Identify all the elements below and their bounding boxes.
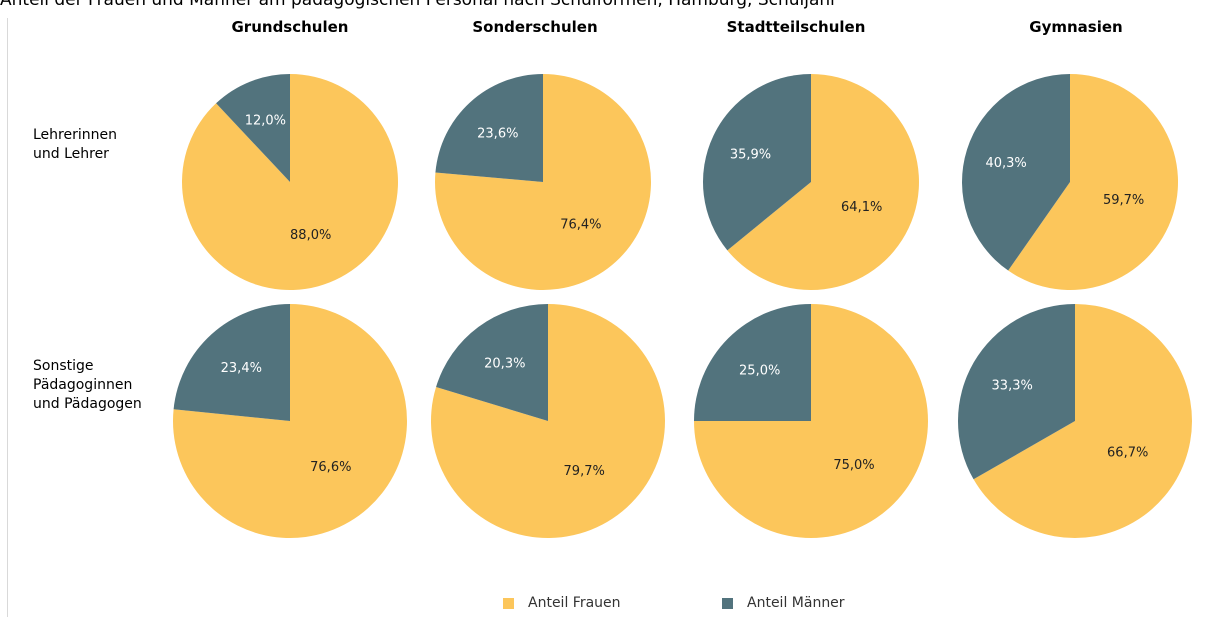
data-label-maenner: 35,9% [730,147,771,162]
column-header-gymnasien: Gymnasien [1029,18,1123,36]
pie-slice-maenner [173,304,290,421]
data-label-maenner: 20,3% [484,357,525,372]
legend-swatch-frauen [503,597,514,609]
pie-chart: 76,4% 23,6% [435,74,652,291]
pie-slice-maenner [436,304,548,421]
legend-label-maenner: Anteil Männer [747,595,845,611]
pie-slice-maenner [957,304,1075,480]
data-label-frauen: 76,6% [310,460,351,475]
data-label-frauen: 75,0% [833,458,874,473]
data-label-maenner: 23,6% [477,127,518,142]
data-label-frauen: 88,0% [290,228,331,243]
row-label-sonstige: Sonstige Pädagoginnen und Pädagogen [33,357,183,414]
row-label-line: und Pädagogen [33,396,142,412]
pie-slice-frauen [1008,74,1179,291]
row-label-line: Lehrerinnen [33,127,117,143]
pie-slice-maenner [962,74,1070,271]
pie-chart: 76,6% 23,4% [172,304,407,538]
pie-slice-frauen [172,304,407,538]
pie-slice-frauen [435,74,652,291]
pie-chart: 79,7% 20,3% [430,304,665,538]
pie-slice-frauen [430,304,665,538]
data-label-frauen: 59,7% [1103,193,1144,208]
legend-item-maenner: Anteil Männer [722,592,845,614]
top-caption: Anteil der Frauen und Männer am pädagogi… [0,0,838,10]
row-label-lehrer: Lehrerinnen und Lehrer [33,126,183,164]
pie-slice-maenner [435,74,543,182]
column-header-stadtteilschulen: Stadtteilschulen [726,18,866,36]
pie-slice-maenner [694,304,811,421]
pie-slice-maenner [216,74,290,182]
legend-label-frauen: Anteil Frauen [528,595,621,611]
row-label-line: und Lehrer [33,146,109,162]
data-label-frauen: 79,7% [564,464,605,479]
pie-chart: 88,0% 12,0% [181,74,398,290]
row-label-line: Pädagoginnen [33,377,133,393]
top-caption-cut: Anteil der Frauen und Männer am pädagogi… [0,0,1207,10]
data-label-maenner: 12,0% [245,114,286,129]
data-label-frauen: 64,1% [841,200,882,215]
left-border [7,18,8,617]
data-label-maenner: 23,4% [221,361,262,376]
column-header-sonderschulen: Sonderschulen [472,18,598,36]
pie-slice-frauen [973,304,1192,539]
data-label-frauen: 66,7% [1107,446,1148,461]
pie-chart: 64,1% 35,9% [702,73,919,290]
data-label-maenner: 40,3% [985,156,1026,171]
pie-chart: 66,7% 33,3% [957,304,1192,539]
data-label-maenner: 33,3% [992,379,1033,394]
pie-chart: 59,7% 40,3% [962,74,1179,291]
pie-slice-frauen [727,74,919,290]
pie-slice-maenner [702,73,811,251]
column-header-grundschulen: Grundschulen [231,18,349,36]
row-label-line: Sonstige [33,358,94,374]
legend-swatch-maenner [722,597,733,609]
legend-item-frauen: Anteil Frauen [503,592,621,614]
pie-slice-frauen [181,74,398,290]
pie-chart: 75,0% 25,0% [694,304,928,538]
data-label-maenner: 25,0% [739,364,780,379]
data-label-frauen: 76,4% [560,217,601,232]
